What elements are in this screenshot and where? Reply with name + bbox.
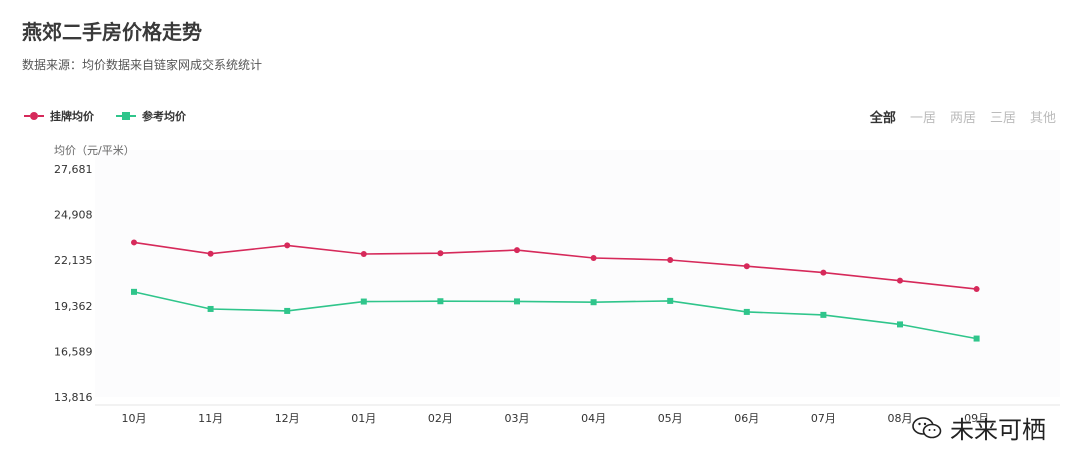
tab-one-bedroom[interactable]: 一居	[909, 111, 936, 126]
y-tick-label: 27,681	[54, 163, 93, 176]
chart-area: 均价（元/平米） 27,681 24,908 22,135 19,362 16,589 13…	[0, 140, 1080, 473]
data-point	[360, 298, 367, 305]
tab-three-bedroom[interactable]: 三居	[989, 111, 1016, 126]
data-point	[897, 277, 903, 284]
data-point	[590, 254, 597, 261]
x-tick-label: 04月	[581, 412, 606, 425]
legend-label: 参考均价	[142, 110, 186, 123]
x-tick-label: 03月	[505, 412, 530, 425]
line-chart: 均价（元/平米） 27,681 24,908 22,135 19,362 16,589 13…	[54, 144, 1060, 425]
data-point	[743, 263, 750, 270]
data-point	[207, 250, 214, 257]
x-tick-label: 11月	[198, 412, 223, 425]
plot-background	[95, 150, 1060, 397]
x-tick-label: 12月	[275, 412, 300, 425]
data-point	[973, 286, 980, 293]
y-tick-label: 13,816	[54, 391, 93, 404]
chart-legend: 挂牌均价 参考均价	[24, 108, 186, 124]
data-point	[284, 242, 291, 249]
y-tick-label: 19,362	[54, 300, 93, 313]
data-point	[284, 307, 291, 314]
x-tick-label: 10月	[122, 412, 147, 425]
legend-label: 挂牌均价	[50, 110, 94, 123]
square-marker-icon	[116, 111, 136, 121]
legend-item-listing-price[interactable]: 挂牌均价	[24, 108, 94, 124]
tab-all[interactable]: 全部	[869, 111, 896, 126]
data-point	[207, 305, 214, 312]
x-tick-label: 02月	[428, 412, 453, 425]
data-point	[973, 335, 980, 342]
watermark: 未来可栖	[912, 410, 1046, 445]
data-point	[514, 247, 520, 254]
watermark-text: 未来可栖	[950, 416, 1046, 444]
y-tick-label: 24,908	[54, 209, 93, 222]
x-tick-label: 01月	[351, 412, 376, 425]
x-tick-label: 07月	[811, 412, 836, 425]
data-point	[131, 288, 137, 295]
y-tick-label: 16,589	[54, 345, 93, 358]
data-point	[667, 297, 674, 304]
x-tick-label: 05月	[658, 412, 683, 425]
data-point	[437, 298, 444, 305]
tab-two-bedroom[interactable]: 两居	[949, 111, 976, 126]
legend-item-reference-price[interactable]: 参考均价	[116, 108, 186, 124]
y-tick-label: 22,135	[54, 254, 93, 267]
data-point	[514, 298, 520, 305]
data-point	[897, 321, 903, 328]
data-point	[437, 250, 444, 257]
page-title: 燕郊二手房价格走势	[22, 20, 202, 44]
tab-other[interactable]: 其他	[1029, 111, 1056, 126]
circle-marker-icon	[24, 111, 44, 121]
page-subtitle: 数据来源：均价数据来自链家网成交系统统计	[22, 58, 263, 72]
data-point	[667, 256, 674, 263]
data-point	[131, 239, 137, 246]
x-tick-label: 08月	[888, 412, 913, 425]
x-tick-label: 06月	[734, 412, 759, 425]
wechat-icon	[912, 416, 942, 438]
y-axis-label: 均价（元/平米）	[54, 144, 135, 157]
data-point	[820, 311, 827, 318]
series-line-reference-price	[133, 291, 977, 340]
x-tick-label: 09月	[964, 412, 989, 425]
data-point	[590, 299, 597, 306]
data-point	[743, 308, 750, 315]
room-type-tabs: 全部 一居 两居 三居 其他	[870, 107, 1056, 126]
series-line-listing-price	[133, 241, 977, 290]
data-point	[820, 269, 827, 276]
data-point	[360, 251, 367, 258]
